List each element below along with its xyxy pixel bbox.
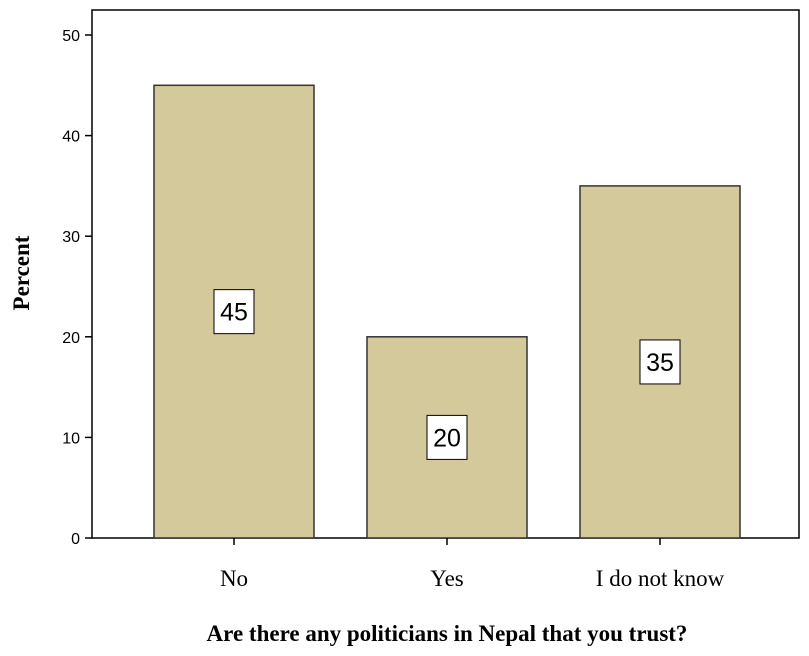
y-tick-label: 50: [62, 28, 80, 45]
y-tick-label: 10: [62, 430, 80, 447]
data-label-box: [639, 339, 681, 385]
data-label-box: [213, 289, 255, 335]
data-label: 35: [646, 349, 674, 377]
y-axis-title: Percent: [9, 235, 34, 310]
x-tick-label: Yes: [430, 566, 464, 591]
data-label: 45: [220, 299, 248, 327]
y-tick-label: 30: [62, 229, 80, 246]
y-tick-label: 20: [62, 330, 80, 347]
x-axis-title: Are there any politicians in Nepal that …: [207, 621, 688, 646]
data-label-box: [426, 414, 468, 460]
y-axis: 0 10 20 30 40 50: [62, 28, 92, 548]
y-tick-label: 40: [62, 129, 80, 146]
data-label: 20: [433, 424, 461, 452]
y-tick-label: 0: [71, 531, 80, 548]
x-tick-label: No: [220, 566, 248, 591]
bars-group: 45 20 35: [153, 84, 741, 539]
x-tick-label: I do not know: [596, 566, 725, 591]
x-axis: No Yes I do not know: [220, 538, 725, 591]
